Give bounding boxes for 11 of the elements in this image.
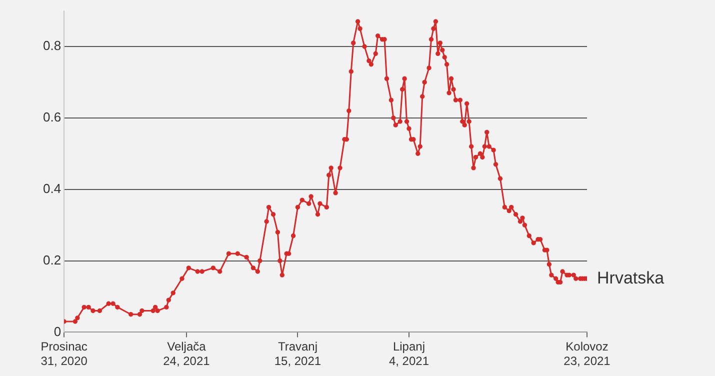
x-tick-label: Lipanj 4, 2021	[388, 340, 430, 368]
y-tick-label: 0.8	[42, 38, 62, 54]
y-tick-label: 0.4	[42, 180, 62, 196]
y-tick-label: 0.6	[42, 110, 62, 125]
x-tick-label: Kolovoz 23, 2021	[564, 340, 611, 368]
x-tick-label: Veljača 24, 2021	[163, 340, 210, 368]
y-tick-label: 0.2	[42, 252, 62, 268]
y-tick-label: 0	[54, 324, 62, 339]
x-tick-label: Travanj 15, 2021	[274, 340, 322, 368]
series-label: Hrvatska	[597, 268, 665, 288]
x-tick-label: Prosinac 31, 2020	[40, 340, 88, 368]
